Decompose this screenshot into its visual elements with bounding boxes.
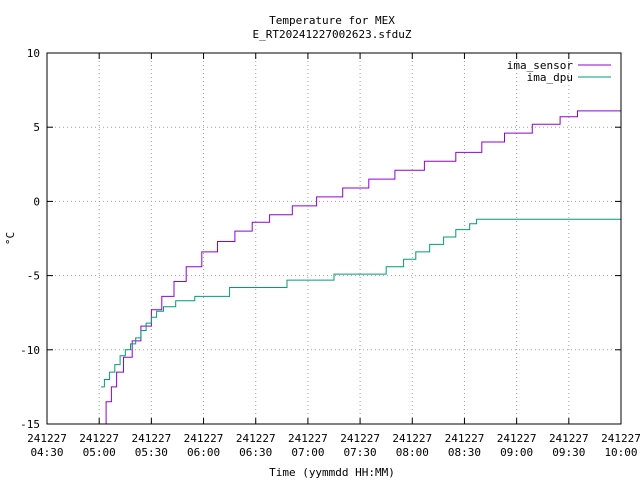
plot-frame [46, 52, 622, 425]
chart-title: Temperature for MEX [269, 14, 395, 27]
x-tick-label-time: 09:30 [552, 446, 585, 459]
axis-ticks: -15-10-5051024122704:3024122705:00241227… [20, 47, 640, 459]
x-tick-label-time: 06:30 [239, 446, 272, 459]
x-tick-label-date: 241227 [497, 432, 537, 445]
y-tick-label: -5 [27, 270, 40, 283]
x-tick-label-time: 07:00 [291, 446, 324, 459]
x-tick-label-date: 241227 [184, 432, 224, 445]
x-tick-label-date: 241227 [601, 432, 640, 445]
x-axis-label: Time (yymmdd HH:MM) [269, 466, 395, 479]
x-tick-label-date: 241227 [79, 432, 119, 445]
y-tick-label: 5 [33, 121, 40, 134]
x-tick-label-time: 04:30 [30, 446, 63, 459]
y-axis-label: °C [4, 232, 17, 245]
x-tick-label-time: 05:00 [83, 446, 116, 459]
x-tick-label-date: 241227 [27, 432, 67, 445]
series-lines [100, 109, 622, 425]
x-tick-label-time: 08:30 [448, 446, 481, 459]
legend-label: ima_sensor [507, 59, 574, 72]
x-tick-label-time: 06:00 [187, 446, 220, 459]
x-tick-label-date: 241227 [340, 432, 380, 445]
x-tick-label-time: 10:00 [604, 446, 637, 459]
x-tick-label-date: 241227 [445, 432, 485, 445]
series-line-ima-dpu [100, 218, 622, 388]
x-tick-label-date: 241227 [392, 432, 432, 445]
x-tick-label-time: 08:00 [396, 446, 429, 459]
grid [46, 52, 622, 425]
y-tick-label: -15 [20, 418, 40, 431]
x-tick-label-time: 05:30 [135, 446, 168, 459]
series-line-ima-sensor [100, 109, 622, 425]
chart-subtitle: E_RT20241227002623.sfduZ [253, 28, 412, 41]
legend-label: ima_dpu [527, 71, 573, 84]
x-tick-label-date: 241227 [131, 432, 171, 445]
x-tick-label-date: 241227 [236, 432, 276, 445]
x-tick-label-date: 241227 [288, 432, 328, 445]
y-tick-label: 0 [33, 195, 40, 208]
y-tick-label: -10 [20, 344, 40, 357]
x-tick-label-time: 09:00 [500, 446, 533, 459]
y-tick-label: 10 [27, 47, 40, 60]
x-tick-label-date: 241227 [549, 432, 589, 445]
x-tick-label-time: 07:30 [344, 446, 377, 459]
